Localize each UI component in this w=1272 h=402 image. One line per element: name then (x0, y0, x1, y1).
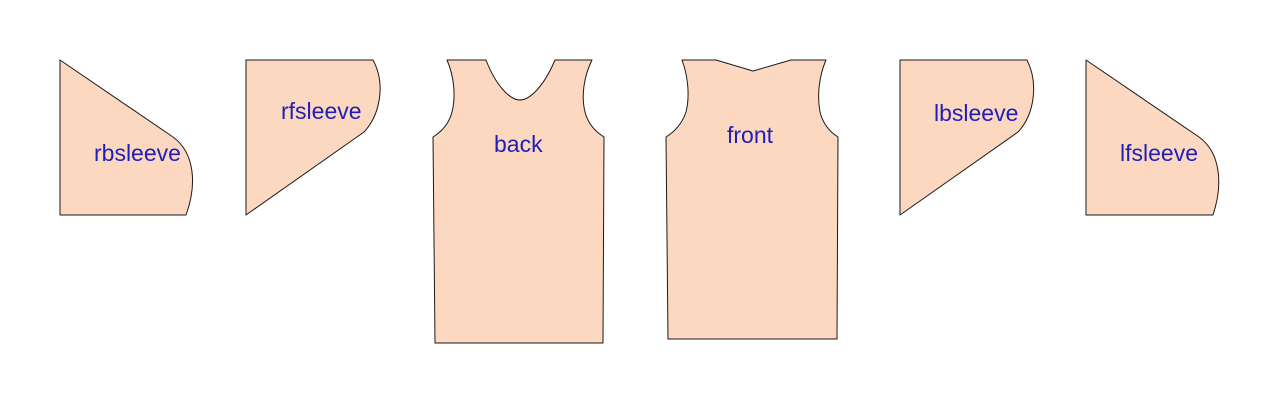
piece-lfsleeve-label: lfsleeve (1120, 140, 1198, 166)
piece-rfsleeve-shape (245, 59, 381, 216)
piece-rfsleeve: rfsleeve (245, 59, 381, 216)
piece-lbsleeve-label: lbsleeve (934, 100, 1018, 126)
piece-rfsleeve-label: rfsleeve (281, 98, 362, 124)
piece-lbsleeve: lbsleeve (899, 59, 1035, 216)
piece-rbsleeve-label: rbsleeve (94, 140, 181, 166)
piece-rbsleeve: rbsleeve (59, 59, 194, 216)
piece-front-label: front (727, 122, 774, 148)
piece-rbsleeve-shape (59, 59, 194, 216)
piece-lfsleeve-shape (1085, 59, 1220, 216)
piece-lfsleeve: lfsleeve (1085, 59, 1220, 216)
piece-back-label: back (494, 131, 543, 157)
piece-back-shape (432, 59, 605, 344)
piece-front: front (665, 59, 839, 340)
piece-lbsleeve-shape (899, 59, 1035, 216)
piece-back: back (432, 59, 605, 344)
piece-front-shape (665, 59, 839, 340)
